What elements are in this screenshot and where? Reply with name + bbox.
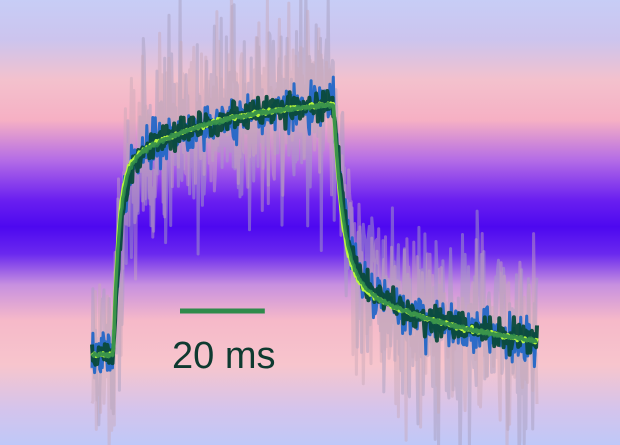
trace-series-6: [90, 101, 538, 359]
trace-series-2: [90, 0, 539, 445]
trace-group: [90, 0, 539, 445]
scale-bar-label: 20 ms: [172, 335, 275, 377]
trace-series-4: [90, 89, 539, 367]
trace-series-3: [90, 75, 539, 375]
trace-series-1: [90, 0, 539, 445]
